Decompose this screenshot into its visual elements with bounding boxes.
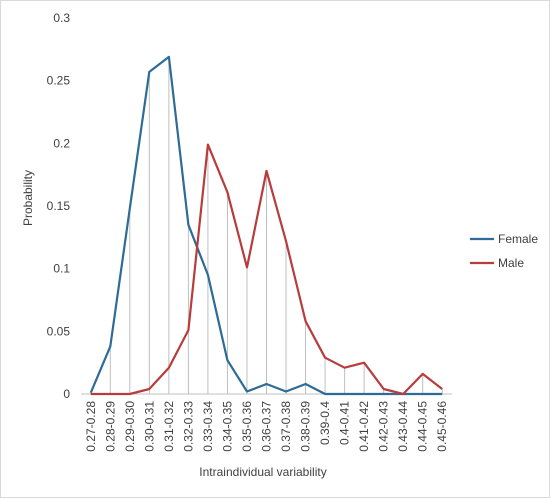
x-tick-label: 0.34-0.35 xyxy=(220,401,234,452)
x-tick-label: 0.29-0.30 xyxy=(123,401,137,452)
x-tick-label: 0.43-0.44 xyxy=(396,401,410,452)
x-tick-label: 0.4-0.41 xyxy=(338,401,352,445)
x-tick-label: 0.30-0.31 xyxy=(142,401,156,452)
y-tick-label: 0.3 xyxy=(53,11,70,25)
x-tick-label: 0.38-0.39 xyxy=(299,401,313,452)
x-tick-label: 0.39-0.4 xyxy=(318,401,332,445)
x-tick-label: 0.42-0.43 xyxy=(377,401,391,452)
legend-label-male: Male xyxy=(498,256,524,270)
x-tick-label: 0.27-0.28 xyxy=(84,401,98,452)
y-tick-label: 0.05 xyxy=(47,324,71,338)
y-axis-ticks: 0 0.05 0.1 0.15 0.2 0.25 0.3 xyxy=(47,11,71,401)
legend-label-female: Female xyxy=(498,232,538,246)
legend: Female Male xyxy=(470,232,538,270)
x-tick-label: 0.44-0.45 xyxy=(416,401,430,452)
x-tick-label: 0.32-0.33 xyxy=(181,401,195,452)
x-axis-label: Intraindividual variability xyxy=(199,465,326,479)
y-tick-label: 0 xyxy=(63,387,70,401)
x-axis-ticks: 0.27-0.28 0.28-0.29 0.29-0.30 0.30-0.31 0.31… xyxy=(84,401,449,452)
y-tick-label: 0.1 xyxy=(53,262,70,276)
y-tick-label: 0.15 xyxy=(47,199,71,213)
y-tick-label: 0.2 xyxy=(53,136,70,150)
x-tick-label: 0.28-0.29 xyxy=(103,401,117,452)
x-tick-label: 0.33-0.34 xyxy=(201,401,215,452)
x-tick-label: 0.45-0.46 xyxy=(435,401,449,452)
x-tick-label: 0.36-0.37 xyxy=(260,401,274,452)
x-tick-label: 0.41-0.42 xyxy=(357,401,371,452)
x-tick-label: 0.35-0.36 xyxy=(240,401,254,452)
x-tick-label: 0.37-0.38 xyxy=(279,401,293,452)
x-tick-label: 0.31-0.32 xyxy=(162,401,176,452)
y-tick-label: 0.25 xyxy=(47,74,71,88)
y-axis-label: Probability xyxy=(21,170,35,226)
